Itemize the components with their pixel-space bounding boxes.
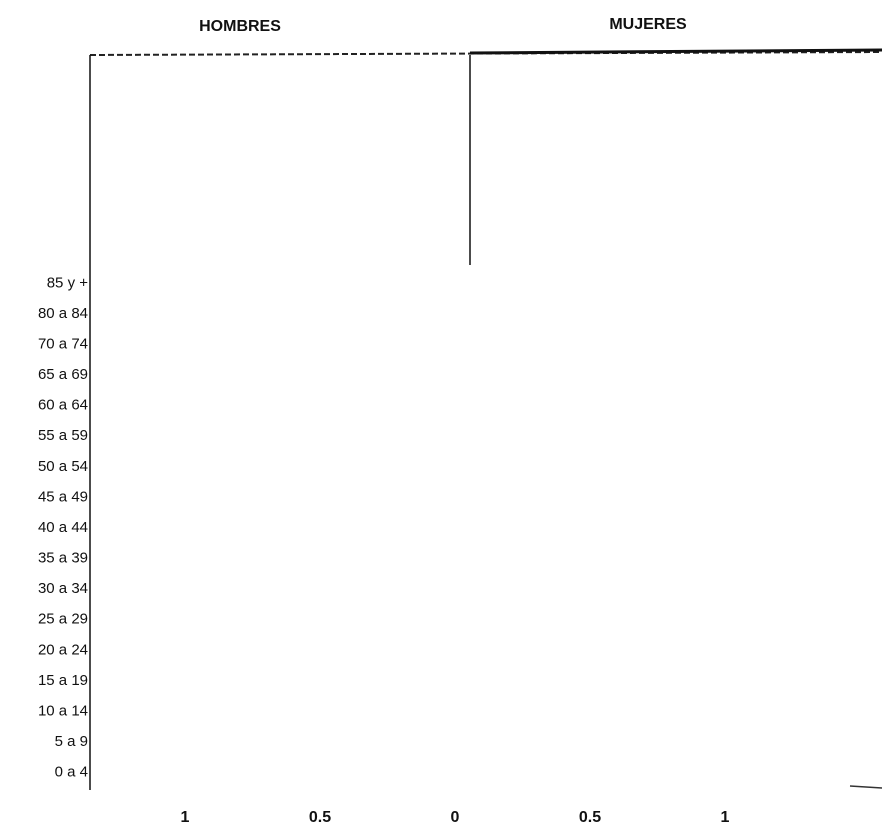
x-tick-label: 0.5 xyxy=(579,809,601,826)
right-header: MUJERES xyxy=(609,16,687,33)
y-tick-label: 55 a 59 xyxy=(38,427,88,444)
x-tick-label: 1 xyxy=(181,809,190,826)
y-tick-label: 70 a 74 xyxy=(38,335,88,352)
y-tick-label: 5 a 9 xyxy=(55,733,88,750)
x-tick-label: 0.5 xyxy=(309,809,331,826)
y-tick-label: 60 a 64 xyxy=(38,397,88,414)
y-tick-label: 0 a 4 xyxy=(55,764,88,781)
y-tick-label: 50 a 54 xyxy=(38,458,88,475)
left-header: HOMBRES xyxy=(199,18,281,35)
x-tick-label: 1 xyxy=(721,809,730,826)
scan-mark xyxy=(849,785,882,789)
y-tick-label: 25 a 29 xyxy=(38,611,88,628)
y-tick-label: 20 a 24 xyxy=(38,641,88,658)
y-tick-label: 10 a 14 xyxy=(38,702,88,719)
y-tick-label: 80 a 84 xyxy=(38,305,88,322)
y-tick-label: 65 a 69 xyxy=(38,366,88,383)
y-tick-label: 40 a 44 xyxy=(38,519,88,536)
y-tick-label: 30 a 34 xyxy=(38,580,88,597)
y-tick-label: 85 y + xyxy=(47,274,89,291)
y-tick-label: 45 a 49 xyxy=(38,488,88,505)
x-tick-label: 0 xyxy=(451,809,460,826)
top-frame-solid xyxy=(469,48,882,55)
y-tick-label: 15 a 19 xyxy=(38,672,88,689)
y-tick-label: 35 a 39 xyxy=(38,550,88,567)
